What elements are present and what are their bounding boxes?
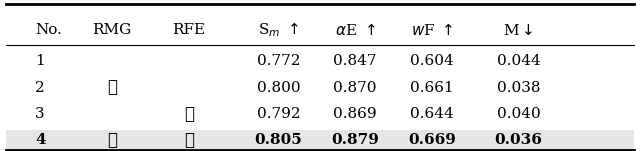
Text: 0.772: 0.772 bbox=[257, 54, 300, 68]
Text: 2: 2 bbox=[35, 81, 45, 95]
Text: 3: 3 bbox=[35, 107, 45, 121]
Text: $w$F $\uparrow$: $w$F $\uparrow$ bbox=[411, 23, 453, 38]
Text: ✓: ✓ bbox=[107, 132, 117, 149]
Text: 0.044: 0.044 bbox=[497, 54, 540, 68]
Text: 0.805: 0.805 bbox=[255, 133, 302, 147]
Text: 0.644: 0.644 bbox=[410, 107, 454, 121]
Text: 0.040: 0.040 bbox=[497, 107, 540, 121]
Text: 0.847: 0.847 bbox=[333, 54, 377, 68]
Text: ✓: ✓ bbox=[184, 106, 194, 122]
Text: RFE: RFE bbox=[172, 23, 205, 37]
Text: 0.038: 0.038 bbox=[497, 81, 540, 95]
Bar bbox=[6, 130, 634, 151]
Text: ✓: ✓ bbox=[107, 79, 117, 96]
Text: 0.792: 0.792 bbox=[257, 107, 300, 121]
Text: No.: No. bbox=[35, 23, 62, 37]
Text: 0.870: 0.870 bbox=[333, 81, 377, 95]
Text: 0.879: 0.879 bbox=[332, 133, 379, 147]
Text: 0.869: 0.869 bbox=[333, 107, 377, 121]
Text: 1: 1 bbox=[35, 54, 45, 68]
Text: 0.604: 0.604 bbox=[410, 54, 454, 68]
Text: M$\downarrow$: M$\downarrow$ bbox=[503, 23, 534, 38]
Text: ✓: ✓ bbox=[184, 132, 194, 149]
Text: 0.661: 0.661 bbox=[410, 81, 454, 95]
Text: 4: 4 bbox=[35, 133, 46, 147]
Text: 0.669: 0.669 bbox=[408, 133, 456, 147]
Text: RMG: RMG bbox=[92, 23, 132, 37]
Text: 0.036: 0.036 bbox=[495, 133, 542, 147]
Text: $\alpha$E $\uparrow$: $\alpha$E $\uparrow$ bbox=[335, 23, 376, 38]
Text: 0.800: 0.800 bbox=[257, 81, 300, 95]
Text: S$_m$ $\uparrow$: S$_m$ $\uparrow$ bbox=[258, 21, 299, 39]
